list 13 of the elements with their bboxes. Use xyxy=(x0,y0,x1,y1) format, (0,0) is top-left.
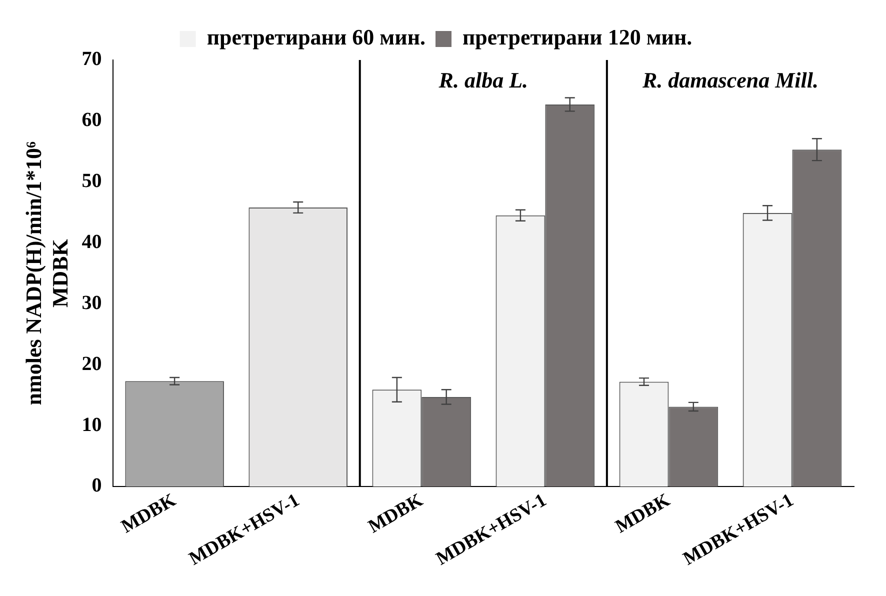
y-tick-label: 0 xyxy=(92,474,102,497)
y-tick-label: 60 xyxy=(82,109,102,132)
y-tick-label: 30 xyxy=(82,292,102,314)
y-tick-label: 50 xyxy=(82,170,102,192)
y-tick-label: 20 xyxy=(82,352,102,375)
annotation: R. alba L. xyxy=(438,68,528,93)
legend-label: претретирани 60 мин. xyxy=(206,24,426,50)
y-axis-title: nmoles NADP(H)/min/1*10⁶ MDBK xyxy=(20,140,72,406)
annotation: R. damascena Mill. xyxy=(641,68,818,93)
legend-label: претретирани 120 мин. xyxy=(462,24,692,50)
y-tick-label: 10 xyxy=(82,414,102,436)
y-tick-label: 70 xyxy=(82,48,102,70)
y-tick-label: 40 xyxy=(82,230,102,253)
